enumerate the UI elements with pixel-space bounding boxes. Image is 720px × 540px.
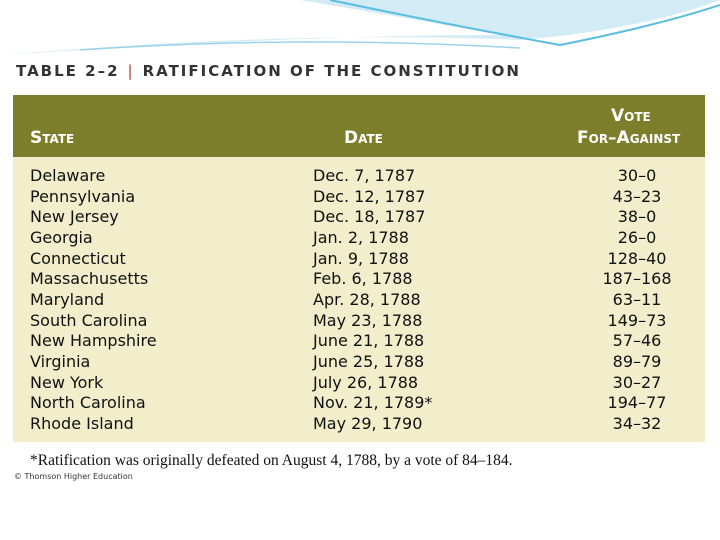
- column-header: Date: [344, 128, 383, 148]
- state-cell: Virginia: [30, 351, 91, 371]
- state-cell: Connecticut: [30, 248, 126, 268]
- state-cell: New York: [30, 372, 104, 392]
- vote-cell: 57–46: [612, 331, 662, 351]
- date-cell: Jan. 9, 1788: [313, 248, 409, 268]
- date-cell: Dec. 7, 1787: [313, 166, 416, 185]
- state-cell: South Carolina: [30, 310, 148, 330]
- title-text: RATIFICATION OF THE CONSTITUTION: [142, 62, 521, 80]
- vote-cell: 194–77: [607, 393, 667, 413]
- state-cell: New Hampshire: [30, 331, 157, 351]
- vote-cell: 30–27: [612, 372, 662, 392]
- date-cell: Jan. 2, 1788: [313, 227, 409, 247]
- date-cell: June 25, 1788: [313, 351, 425, 371]
- vote-cell: 38–0: [617, 207, 657, 227]
- date-cell: Feb. 6, 1788: [313, 269, 413, 289]
- vote-cell: 34–32: [612, 413, 662, 433]
- date-cell: Dec. 18, 1787: [313, 207, 426, 227]
- vote-cell: 187–168: [602, 269, 672, 289]
- column-header: State: [30, 128, 75, 148]
- date-cell: Dec. 12, 1787: [313, 186, 426, 206]
- date-cell: June 21, 1788: [313, 331, 425, 351]
- date-cell: July 26, 1788: [313, 372, 419, 392]
- table-title: TABLE 2–2 | RATIFICATION OF THE CONSTITUTI…: [16, 62, 521, 80]
- vote-cell: 149–73: [607, 310, 667, 330]
- state-cell: Delaware: [30, 166, 106, 185]
- vote-cell: 43–23: [612, 186, 662, 206]
- state-cell: Georgia: [30, 227, 93, 247]
- state-cell: North Carolina: [30, 393, 146, 413]
- vote-cell: 30–0: [617, 166, 657, 185]
- vote-cell: 89–79: [612, 351, 662, 371]
- body-band: [13, 157, 705, 442]
- credit: © Thomson Higher Education: [14, 472, 133, 481]
- table-number: TABLE 2–2: [16, 62, 120, 80]
- vote-cell: 26–0: [617, 227, 657, 247]
- column-header: Vote: [611, 106, 651, 126]
- header-band: [13, 95, 705, 157]
- vote-cell: 63–11: [612, 289, 662, 309]
- date-cell: May 29, 1790: [313, 413, 423, 433]
- date-cell: Nov. 21, 1789*: [313, 393, 433, 413]
- state-cell: Massachusetts: [30, 269, 149, 289]
- decoration: [0, 0, 720, 55]
- date-cell: Apr. 28, 1788: [313, 289, 421, 309]
- vote-cell: 128–40: [607, 248, 667, 268]
- column-header: For–Against: [577, 128, 681, 148]
- state-cell: Rhode Island: [30, 413, 134, 433]
- state-cell: Pennsylvania: [30, 186, 136, 206]
- date-cell: May 23, 1788: [313, 310, 423, 330]
- state-cell: New Jersey: [30, 207, 119, 227]
- footnote: *Ratification was originally defeated on…: [30, 452, 513, 469]
- state-cell: Maryland: [30, 289, 105, 309]
